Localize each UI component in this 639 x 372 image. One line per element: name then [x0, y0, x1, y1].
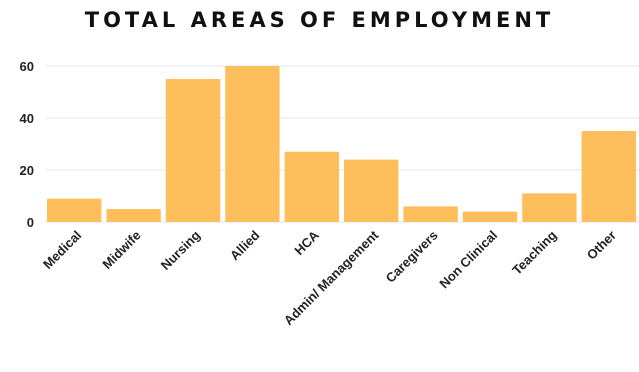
x-tick-label: Non Clinical: [436, 228, 500, 292]
x-tick-label: Medical: [40, 228, 84, 272]
x-tick-label: Midwife: [99, 228, 143, 272]
x-tick-label: HCA: [291, 227, 322, 258]
x-tick-label: Allied: [227, 227, 263, 263]
bar-hca: [284, 151, 339, 222]
y-axis-ticks: 0 20 40 60: [20, 59, 34, 230]
y-tick-label: 20: [20, 163, 34, 178]
x-tick-label: Other: [584, 228, 619, 263]
bar-caregivers: [403, 206, 458, 222]
bar-allied: [225, 66, 280, 222]
y-tick-label: 60: [20, 59, 34, 74]
chart-title: TOTAL AREAS OF EMPLOYMENT: [84, 8, 555, 32]
y-tick-label: 0: [27, 215, 34, 230]
y-tick-label: 40: [20, 111, 34, 126]
bars: [47, 66, 636, 222]
bar-nursing: [165, 79, 221, 222]
x-tick-label: Teaching: [509, 227, 559, 277]
bar-non-clinical: [462, 211, 518, 222]
bar-other: [581, 131, 636, 222]
bar-admin-management: [344, 159, 399, 222]
bar-teaching: [522, 193, 577, 222]
x-tick-label: Caregivers: [383, 228, 441, 286]
x-tick-label: Nursing: [158, 227, 203, 272]
bar-midwife: [106, 209, 161, 222]
bar-medical: [47, 198, 102, 222]
